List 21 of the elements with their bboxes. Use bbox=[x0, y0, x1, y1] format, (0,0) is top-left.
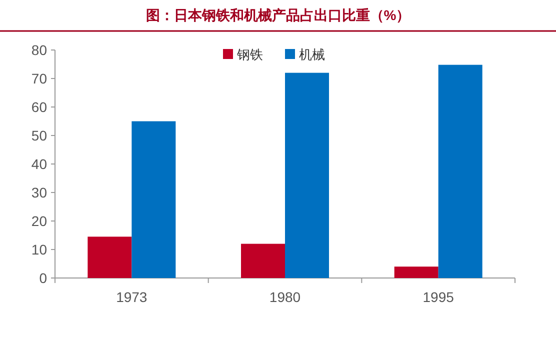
legend-label: 钢铁 bbox=[236, 47, 263, 62]
y-tick-label: 40 bbox=[31, 156, 48, 172]
x-tick-label: 1980 bbox=[269, 289, 301, 305]
y-tick-label: 80 bbox=[31, 42, 48, 58]
legend-label: 机械 bbox=[299, 47, 325, 62]
y-tick-label: 50 bbox=[31, 128, 48, 144]
x-tick-label: 1995 bbox=[422, 289, 454, 305]
bar bbox=[132, 121, 176, 278]
y-tick-label: 0 bbox=[39, 270, 48, 286]
bar bbox=[438, 64, 482, 278]
y-tick-label: 30 bbox=[31, 184, 48, 200]
y-tick-label: 60 bbox=[31, 99, 48, 115]
bar bbox=[88, 236, 132, 278]
bar bbox=[241, 244, 285, 278]
bar bbox=[394, 266, 438, 278]
y-tick-label: 10 bbox=[31, 242, 48, 258]
bar bbox=[285, 72, 329, 278]
x-tick-label: 1973 bbox=[116, 289, 148, 305]
chart-title: 图：日本钢铁和机械产品占出口比重（%） bbox=[146, 7, 410, 23]
y-tick-label: 20 bbox=[31, 213, 48, 229]
y-tick-label: 70 bbox=[31, 70, 48, 86]
